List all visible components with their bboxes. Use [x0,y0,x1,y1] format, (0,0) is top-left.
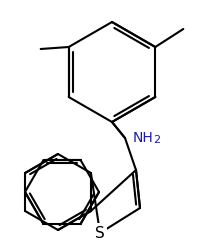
Text: NH: NH [133,131,154,145]
Text: S: S [95,225,105,241]
Text: 2: 2 [153,135,160,145]
